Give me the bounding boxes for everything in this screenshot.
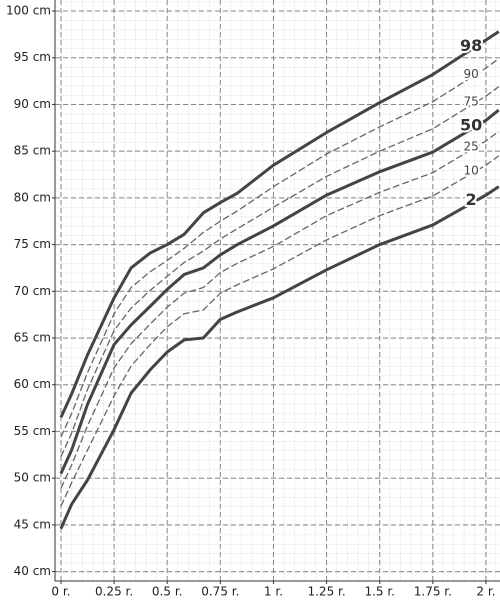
y-tick-label: 85 cm bbox=[14, 144, 51, 158]
series-label: 90 bbox=[463, 67, 478, 81]
y-tick-label: 100 cm bbox=[6, 4, 51, 18]
percentile-line bbox=[60, 58, 500, 438]
x-tick-label: 0.75 r. bbox=[201, 585, 239, 599]
series-label: 98 bbox=[460, 36, 482, 55]
percentile-line bbox=[60, 131, 500, 489]
y-tick-label: 75 cm bbox=[14, 237, 51, 251]
plot bbox=[59, 30, 500, 530]
y-tick-label: 90 cm bbox=[14, 97, 51, 111]
x-tick-label: 1.75 r. bbox=[414, 585, 452, 599]
y-tick-label: 55 cm bbox=[14, 424, 51, 438]
x-tick-label: 0.25 r. bbox=[95, 585, 133, 599]
x-tick-label: 0 r. bbox=[51, 585, 70, 599]
y-tick-label: 80 cm bbox=[14, 190, 51, 204]
percentile-line bbox=[59, 108, 500, 475]
y-tick-label: 40 cm bbox=[14, 564, 51, 578]
x-tick-label: 0.5 r. bbox=[152, 585, 183, 599]
percentile-line bbox=[60, 86, 500, 457]
series-label: 2 bbox=[466, 190, 477, 209]
y-tick-label: 50 cm bbox=[14, 471, 51, 485]
x-tick-label: 1.25 r. bbox=[307, 585, 345, 599]
y-tick-label: 70 cm bbox=[14, 284, 51, 298]
labels: 40 cm 45 cm 50 cm 55 cm 60 cm 65 cm 70 cm 75 cm… bbox=[6, 4, 496, 599]
series-label: 25 bbox=[463, 139, 478, 153]
x-tick-label: 1.5 r. bbox=[364, 585, 395, 599]
y-tick-label: 45 cm bbox=[14, 517, 51, 531]
grid bbox=[52, 0, 500, 584]
series-label: 10 bbox=[463, 163, 478, 177]
x-tick-label: 1 r. bbox=[264, 585, 283, 599]
percentile-line bbox=[59, 185, 500, 530]
y-tick-label: 95 cm bbox=[14, 50, 51, 64]
x-tick-label: 2 r. bbox=[476, 585, 495, 599]
series-label: 75 bbox=[463, 95, 478, 109]
series-label: 50 bbox=[460, 116, 482, 135]
y-tick-label: 65 cm bbox=[14, 331, 51, 345]
percentile-line bbox=[59, 30, 500, 419]
percentile-line bbox=[60, 155, 500, 507]
y-tick-label: 60 cm bbox=[14, 377, 51, 391]
